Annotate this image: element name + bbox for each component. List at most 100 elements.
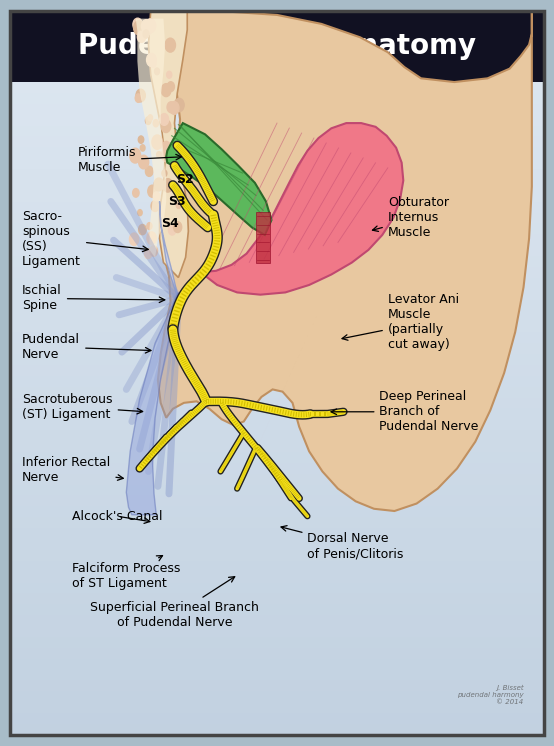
Bar — [10, 593, 544, 604]
Bar — [10, 115, 544, 125]
Text: Superficial Perineal Branch
of Pudendal Nerve: Superficial Perineal Branch of Pudendal … — [90, 577, 259, 630]
Circle shape — [148, 115, 152, 121]
Circle shape — [145, 248, 152, 259]
Bar — [10, 495, 544, 507]
Circle shape — [152, 135, 162, 149]
Bar — [10, 626, 544, 637]
Circle shape — [161, 84, 171, 97]
Bar — [10, 452, 544, 463]
Bar — [10, 702, 544, 713]
Bar — [10, 180, 544, 191]
Circle shape — [143, 31, 148, 38]
Bar — [10, 409, 544, 419]
Circle shape — [135, 94, 141, 102]
Circle shape — [140, 145, 145, 151]
Text: Dorsal Nerve
of Penis/Clitoris: Dorsal Nerve of Penis/Clitoris — [281, 526, 404, 560]
Circle shape — [174, 98, 184, 112]
Bar — [10, 343, 544, 354]
Text: S2: S2 — [176, 172, 194, 186]
Text: Piriformis
Muscle: Piriformis Muscle — [78, 146, 181, 175]
Circle shape — [164, 148, 171, 157]
Circle shape — [130, 148, 141, 163]
Circle shape — [167, 72, 172, 78]
Bar — [10, 441, 544, 452]
Text: Falciform Process
of ST Ligament: Falciform Process of ST Ligament — [72, 556, 181, 590]
Text: Pudendal
Nerve: Pudendal Nerve — [22, 333, 151, 361]
Bar — [10, 485, 544, 495]
Circle shape — [151, 201, 159, 211]
Text: S4: S4 — [161, 217, 178, 231]
Bar — [10, 463, 544, 474]
Bar — [10, 398, 544, 409]
Circle shape — [165, 38, 176, 52]
Circle shape — [146, 26, 152, 34]
Circle shape — [138, 155, 148, 169]
Text: Pudendal Nerve Anatomy: Pudendal Nerve Anatomy — [78, 32, 476, 60]
FancyBboxPatch shape — [256, 212, 270, 263]
Circle shape — [132, 189, 139, 197]
Circle shape — [167, 148, 177, 162]
Bar — [10, 474, 544, 485]
Bar — [10, 245, 544, 256]
Circle shape — [145, 117, 151, 125]
Text: Sacro-
spinous
(SS)
Ligament: Sacro- spinous (SS) Ligament — [22, 210, 148, 268]
Bar — [10, 289, 544, 300]
Circle shape — [167, 101, 175, 113]
Polygon shape — [201, 123, 403, 295]
Bar — [10, 550, 544, 561]
Circle shape — [166, 148, 172, 157]
Bar — [10, 11, 544, 82]
Bar — [10, 659, 544, 670]
Circle shape — [170, 101, 179, 114]
Circle shape — [147, 222, 152, 230]
Text: Obturator
Internus
Muscle: Obturator Internus Muscle — [372, 196, 449, 239]
Polygon shape — [130, 11, 188, 278]
Bar — [10, 561, 544, 571]
Polygon shape — [166, 123, 271, 235]
Bar — [10, 201, 544, 213]
Circle shape — [136, 90, 145, 101]
Bar — [10, 267, 544, 278]
Circle shape — [153, 192, 160, 201]
Bar — [10, 670, 544, 680]
Bar — [10, 583, 544, 593]
Circle shape — [155, 68, 160, 75]
Circle shape — [161, 148, 171, 162]
Bar — [10, 604, 544, 615]
Bar — [10, 169, 544, 180]
Bar — [10, 104, 544, 115]
Circle shape — [138, 210, 142, 216]
Circle shape — [148, 185, 157, 197]
Circle shape — [154, 178, 163, 191]
Bar — [10, 354, 544, 365]
Circle shape — [157, 151, 161, 157]
Bar — [10, 615, 544, 626]
Bar — [10, 234, 544, 245]
Bar — [10, 528, 544, 539]
Circle shape — [162, 170, 167, 177]
Bar — [10, 713, 544, 724]
Bar — [10, 125, 544, 137]
Circle shape — [146, 166, 153, 176]
Circle shape — [162, 142, 171, 152]
Circle shape — [150, 246, 157, 256]
Bar — [10, 224, 544, 234]
Bar — [10, 365, 544, 376]
Circle shape — [138, 136, 143, 143]
Bar — [10, 507, 544, 517]
Text: Sacrotuberous
(ST) Ligament: Sacrotuberous (ST) Ligament — [22, 392, 142, 421]
Bar — [10, 430, 544, 441]
Text: Alcock's Canal: Alcock's Canal — [72, 510, 162, 524]
Circle shape — [161, 119, 171, 133]
Polygon shape — [158, 11, 532, 511]
Circle shape — [141, 19, 151, 33]
Circle shape — [143, 30, 149, 38]
Bar — [10, 517, 544, 528]
Bar — [10, 386, 544, 398]
Bar — [10, 376, 544, 386]
Circle shape — [147, 232, 156, 245]
Bar — [10, 256, 544, 267]
Bar — [10, 419, 544, 430]
Circle shape — [130, 233, 138, 245]
Bar — [10, 539, 544, 550]
